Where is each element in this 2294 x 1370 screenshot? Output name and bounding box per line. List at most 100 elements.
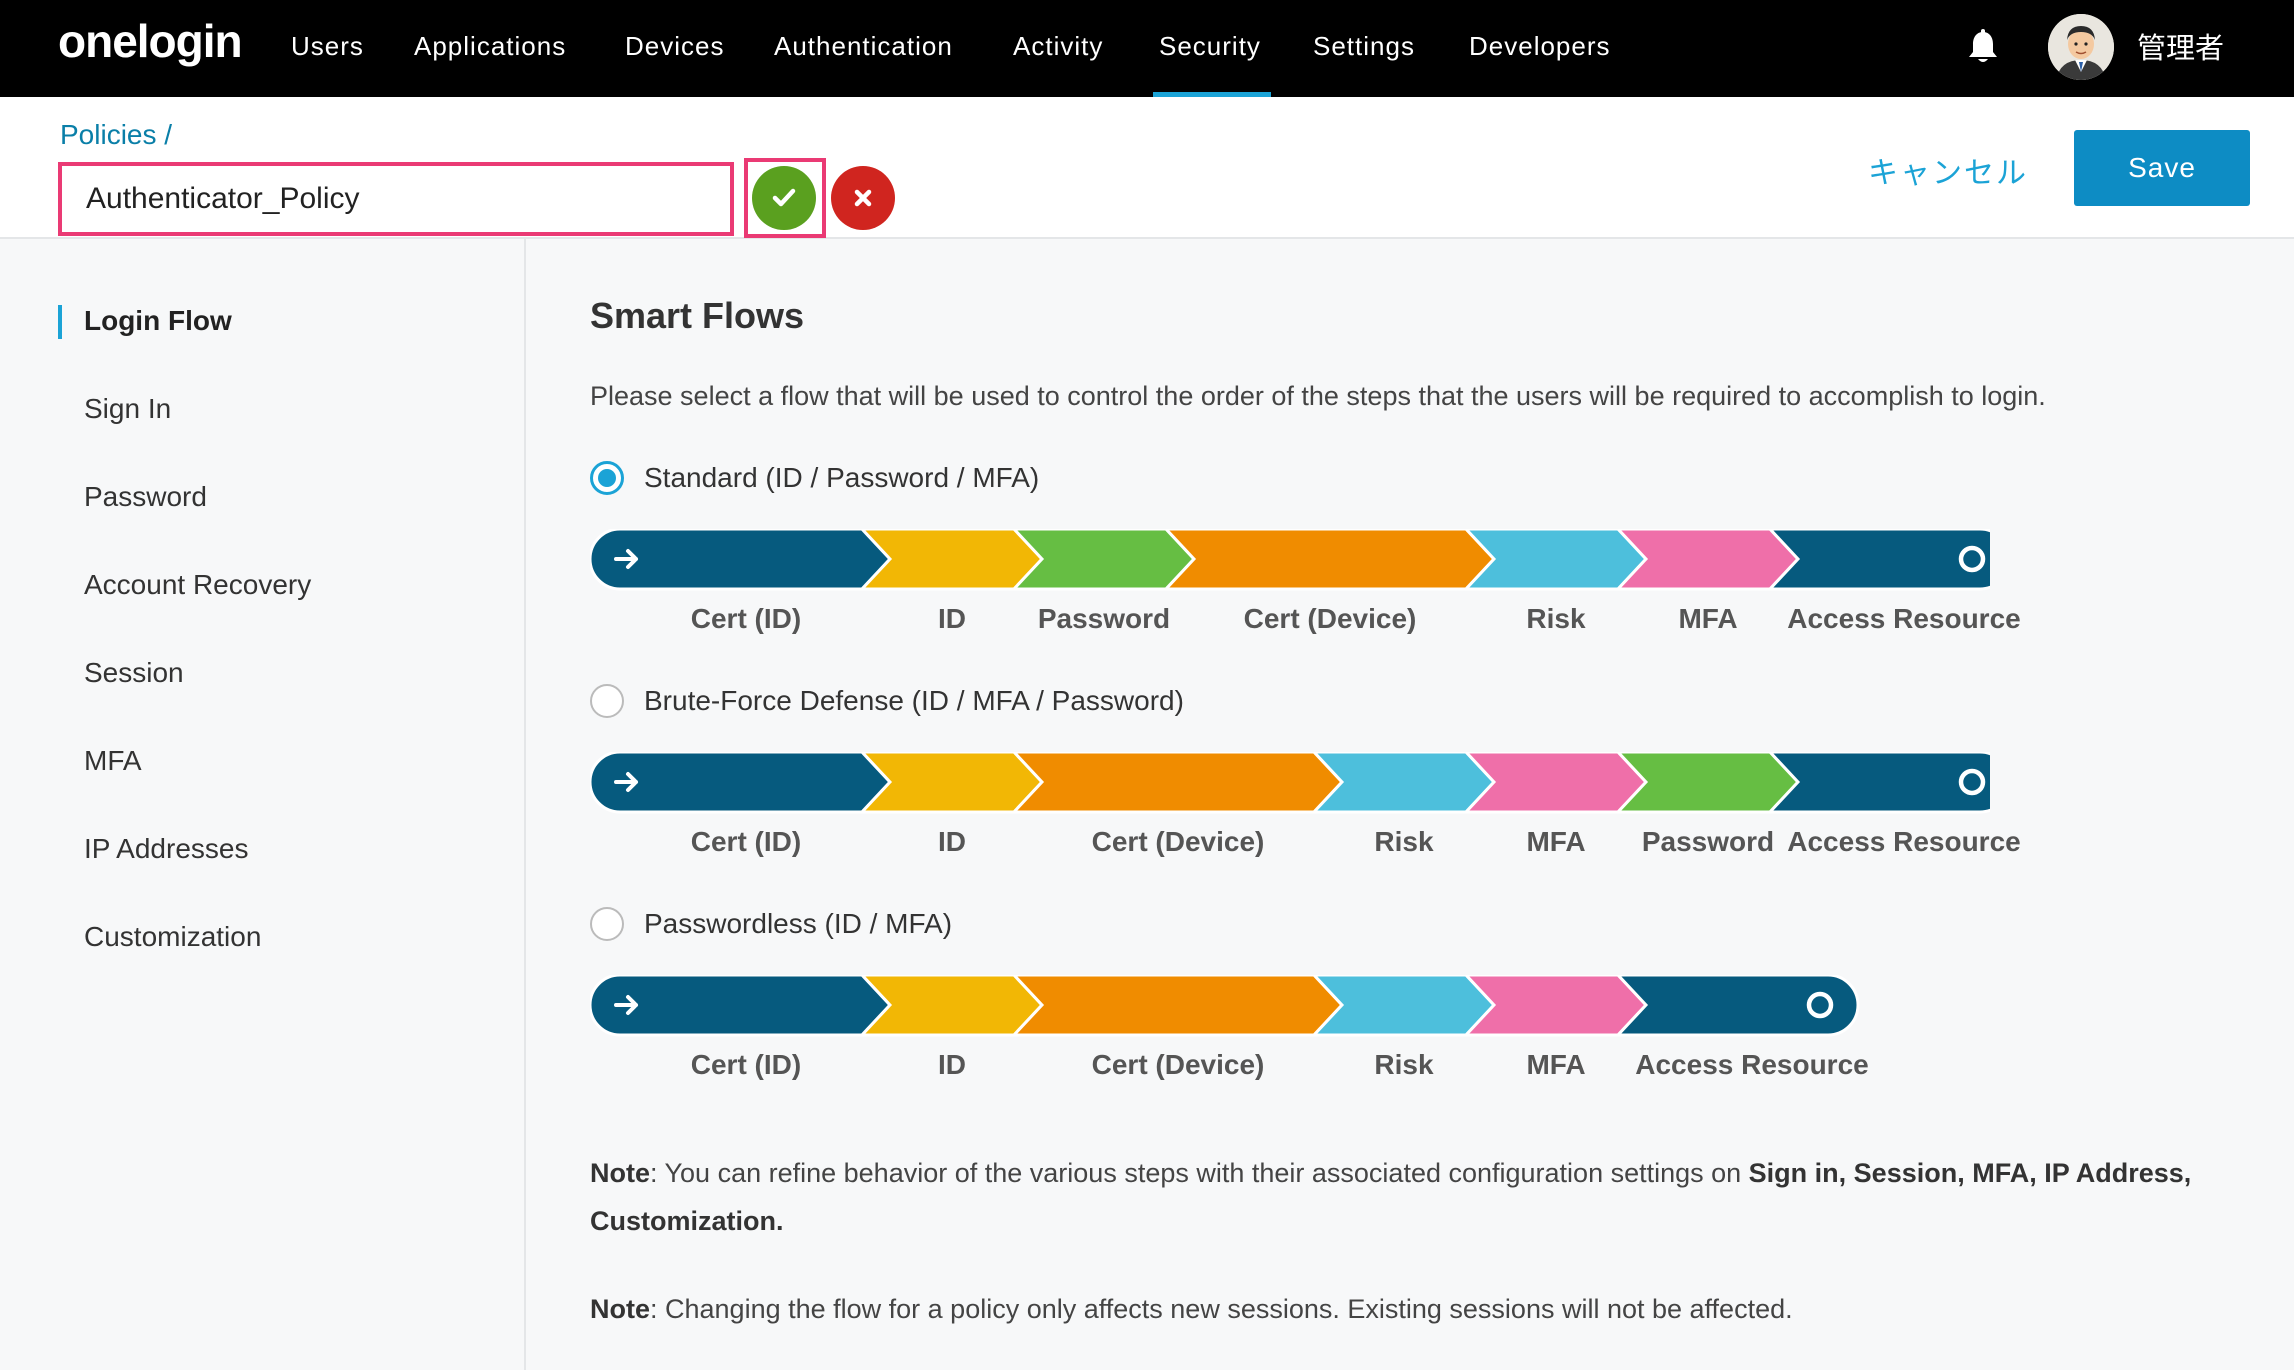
flow-step-cert-device (1010, 975, 1345, 1037)
step-label: Password (1037, 603, 1171, 634)
note-sessions: Note: Changing the flow for a policy onl… (590, 1285, 2240, 1333)
flow-step-risk (1462, 529, 1649, 591)
onelogin-logo[interactable]: onelogin (58, 15, 243, 67)
flow-step-access-resource (1766, 752, 1990, 814)
sidebar-item-customization[interactable]: Customization (84, 921, 262, 952)
flow-step-cert-id (590, 529, 893, 591)
flow-step-password (1010, 529, 1197, 591)
discard-button[interactable] (831, 166, 895, 230)
flow-step-mfa (1462, 975, 1649, 1037)
step-label: ID (938, 603, 966, 634)
step-label: ID (938, 826, 966, 857)
sidebar-item-session[interactable]: Session (84, 657, 184, 688)
arrow-right-icon (614, 772, 638, 792)
active-indicator (58, 305, 62, 339)
flow-option-brute-force[interactable]: Brute-Force Defense (ID / MFA / Password… (590, 684, 1184, 718)
step-label: ID (938, 1049, 966, 1080)
flow-step-cert-device (1010, 752, 1345, 814)
close-icon (854, 189, 872, 207)
arrow-right-icon (614, 995, 638, 1015)
nav-developers[interactable]: Developers (1469, 31, 1611, 61)
end-circle-icon (1958, 545, 1986, 573)
radio-standard[interactable] (590, 461, 624, 495)
step-label: Cert (ID) (690, 603, 802, 634)
top-nav: onelogin Users Applications Devices Auth… (0, 0, 2294, 97)
confirm-highlight (744, 158, 826, 238)
step-label: Access Resource (1787, 603, 2021, 634)
end-circle-icon (1958, 768, 1986, 796)
nav-activity[interactable]: Activity (1013, 31, 1104, 61)
nav-users[interactable]: Users (291, 31, 364, 61)
radio-brute-force[interactable] (590, 684, 624, 718)
step-label: MFA (1526, 1049, 1586, 1080)
flow-step-mfa (1462, 752, 1649, 814)
step-label: Password (1641, 826, 1775, 857)
nav-applications[interactable]: Applications (414, 31, 567, 61)
note-refine-text: : You can refine behavior of the various… (650, 1158, 1749, 1188)
flow-step-cert-id (590, 975, 893, 1037)
flow-label-brute-force: Brute-Force Defense (ID / MFA / Password… (644, 685, 1184, 716)
policy-name-input[interactable] (58, 162, 734, 236)
sidebar-item-account-recovery[interactable]: Account Recovery (84, 569, 312, 600)
flow-step-id (858, 529, 1045, 591)
end-circle-icon (1806, 991, 1834, 1019)
cancel-button[interactable]: キャンセル (1868, 157, 2028, 190)
bell-icon[interactable] (1966, 28, 2000, 66)
sidebar-item-login-flow[interactable]: Login Flow (84, 305, 232, 336)
flow-diagram-brute-force (590, 752, 1990, 814)
flow-step-risk (1310, 975, 1497, 1037)
nav-devices[interactable]: Devices (625, 31, 725, 61)
radio-passwordless[interactable] (590, 907, 624, 941)
flow-step-access-resource (1766, 529, 1990, 591)
step-label: Cert (ID) (690, 826, 802, 857)
note-sessions-label: Note (590, 1294, 650, 1324)
step-label: MFA (1678, 603, 1738, 634)
sidebar-item-password[interactable]: Password (84, 481, 207, 512)
step-label: MFA (1526, 826, 1586, 857)
avatar[interactable] (2048, 14, 2114, 80)
note-sessions-text: : Changing the flow for a policy only af… (650, 1294, 1793, 1324)
step-label: Access Resource (1635, 1049, 1869, 1080)
flow-label-passwordless: Passwordless (ID / MFA) (644, 908, 953, 939)
page-title: Smart Flows (590, 295, 805, 336)
step-label: Cert (Device) (1091, 1049, 1265, 1080)
step-label: Risk (1374, 1049, 1434, 1080)
flow-step-mfa (1614, 529, 1801, 591)
flow-label-standard: Standard (ID / Password / MFA) (644, 462, 1040, 493)
note-refine: Note: You can refine behavior of the var… (590, 1149, 2240, 1245)
step-label: Risk (1374, 826, 1434, 857)
flow-step-access-resource (1614, 975, 1860, 1037)
breadcrumb[interactable]: Policies / (60, 119, 173, 150)
flow-step-id (858, 975, 1045, 1037)
sidebar: Login Flow Sign In Password Account Reco… (0, 239, 526, 1370)
save-button[interactable]: Save (2074, 130, 2250, 206)
flow-option-passwordless[interactable]: Passwordless (ID / MFA) (590, 907, 952, 941)
flow-diagram-standard (590, 529, 1990, 591)
flow-step-cert-id (590, 752, 893, 814)
step-label: Risk (1526, 603, 1586, 634)
flow-step-password (1614, 752, 1801, 814)
check-icon (772, 188, 796, 207)
sidebar-item-sign-in[interactable]: Sign In (84, 393, 172, 424)
flow-description: Please select a flow that will be used t… (590, 381, 2046, 411)
note-refine-label: Note (590, 1158, 650, 1188)
flow-option-standard[interactable]: Standard (ID / Password / MFA) (590, 461, 1039, 495)
flow-step-id (858, 752, 1045, 814)
flow-step-cert-device (1162, 529, 1497, 591)
step-label: Cert (ID) (690, 1049, 802, 1080)
main-content: Smart Flows Please select a flow that wi… (526, 239, 2294, 1370)
flow-step-risk (1310, 752, 1497, 814)
flow-diagram-passwordless (590, 975, 1860, 1037)
nav-security[interactable]: Security (1153, 0, 1271, 97)
sidebar-item-ip-addresses[interactable]: IP Addresses (84, 833, 249, 864)
step-label: Access Resource (1787, 826, 2021, 857)
step-label: Cert (Device) (1243, 603, 1417, 634)
nav-authentication[interactable]: Authentication (774, 31, 953, 61)
arrow-right-icon (614, 549, 638, 569)
note-refine-settings: Sign in, Session, MFA, IP Address, Custo… (590, 1158, 2192, 1236)
step-label: Cert (Device) (1091, 826, 1265, 857)
user-name[interactable]: 管理者 (2137, 33, 2225, 65)
sidebar-item-mfa[interactable]: MFA (84, 745, 142, 776)
nav-settings[interactable]: Settings (1313, 31, 1415, 61)
confirm-button[interactable] (752, 166, 816, 230)
